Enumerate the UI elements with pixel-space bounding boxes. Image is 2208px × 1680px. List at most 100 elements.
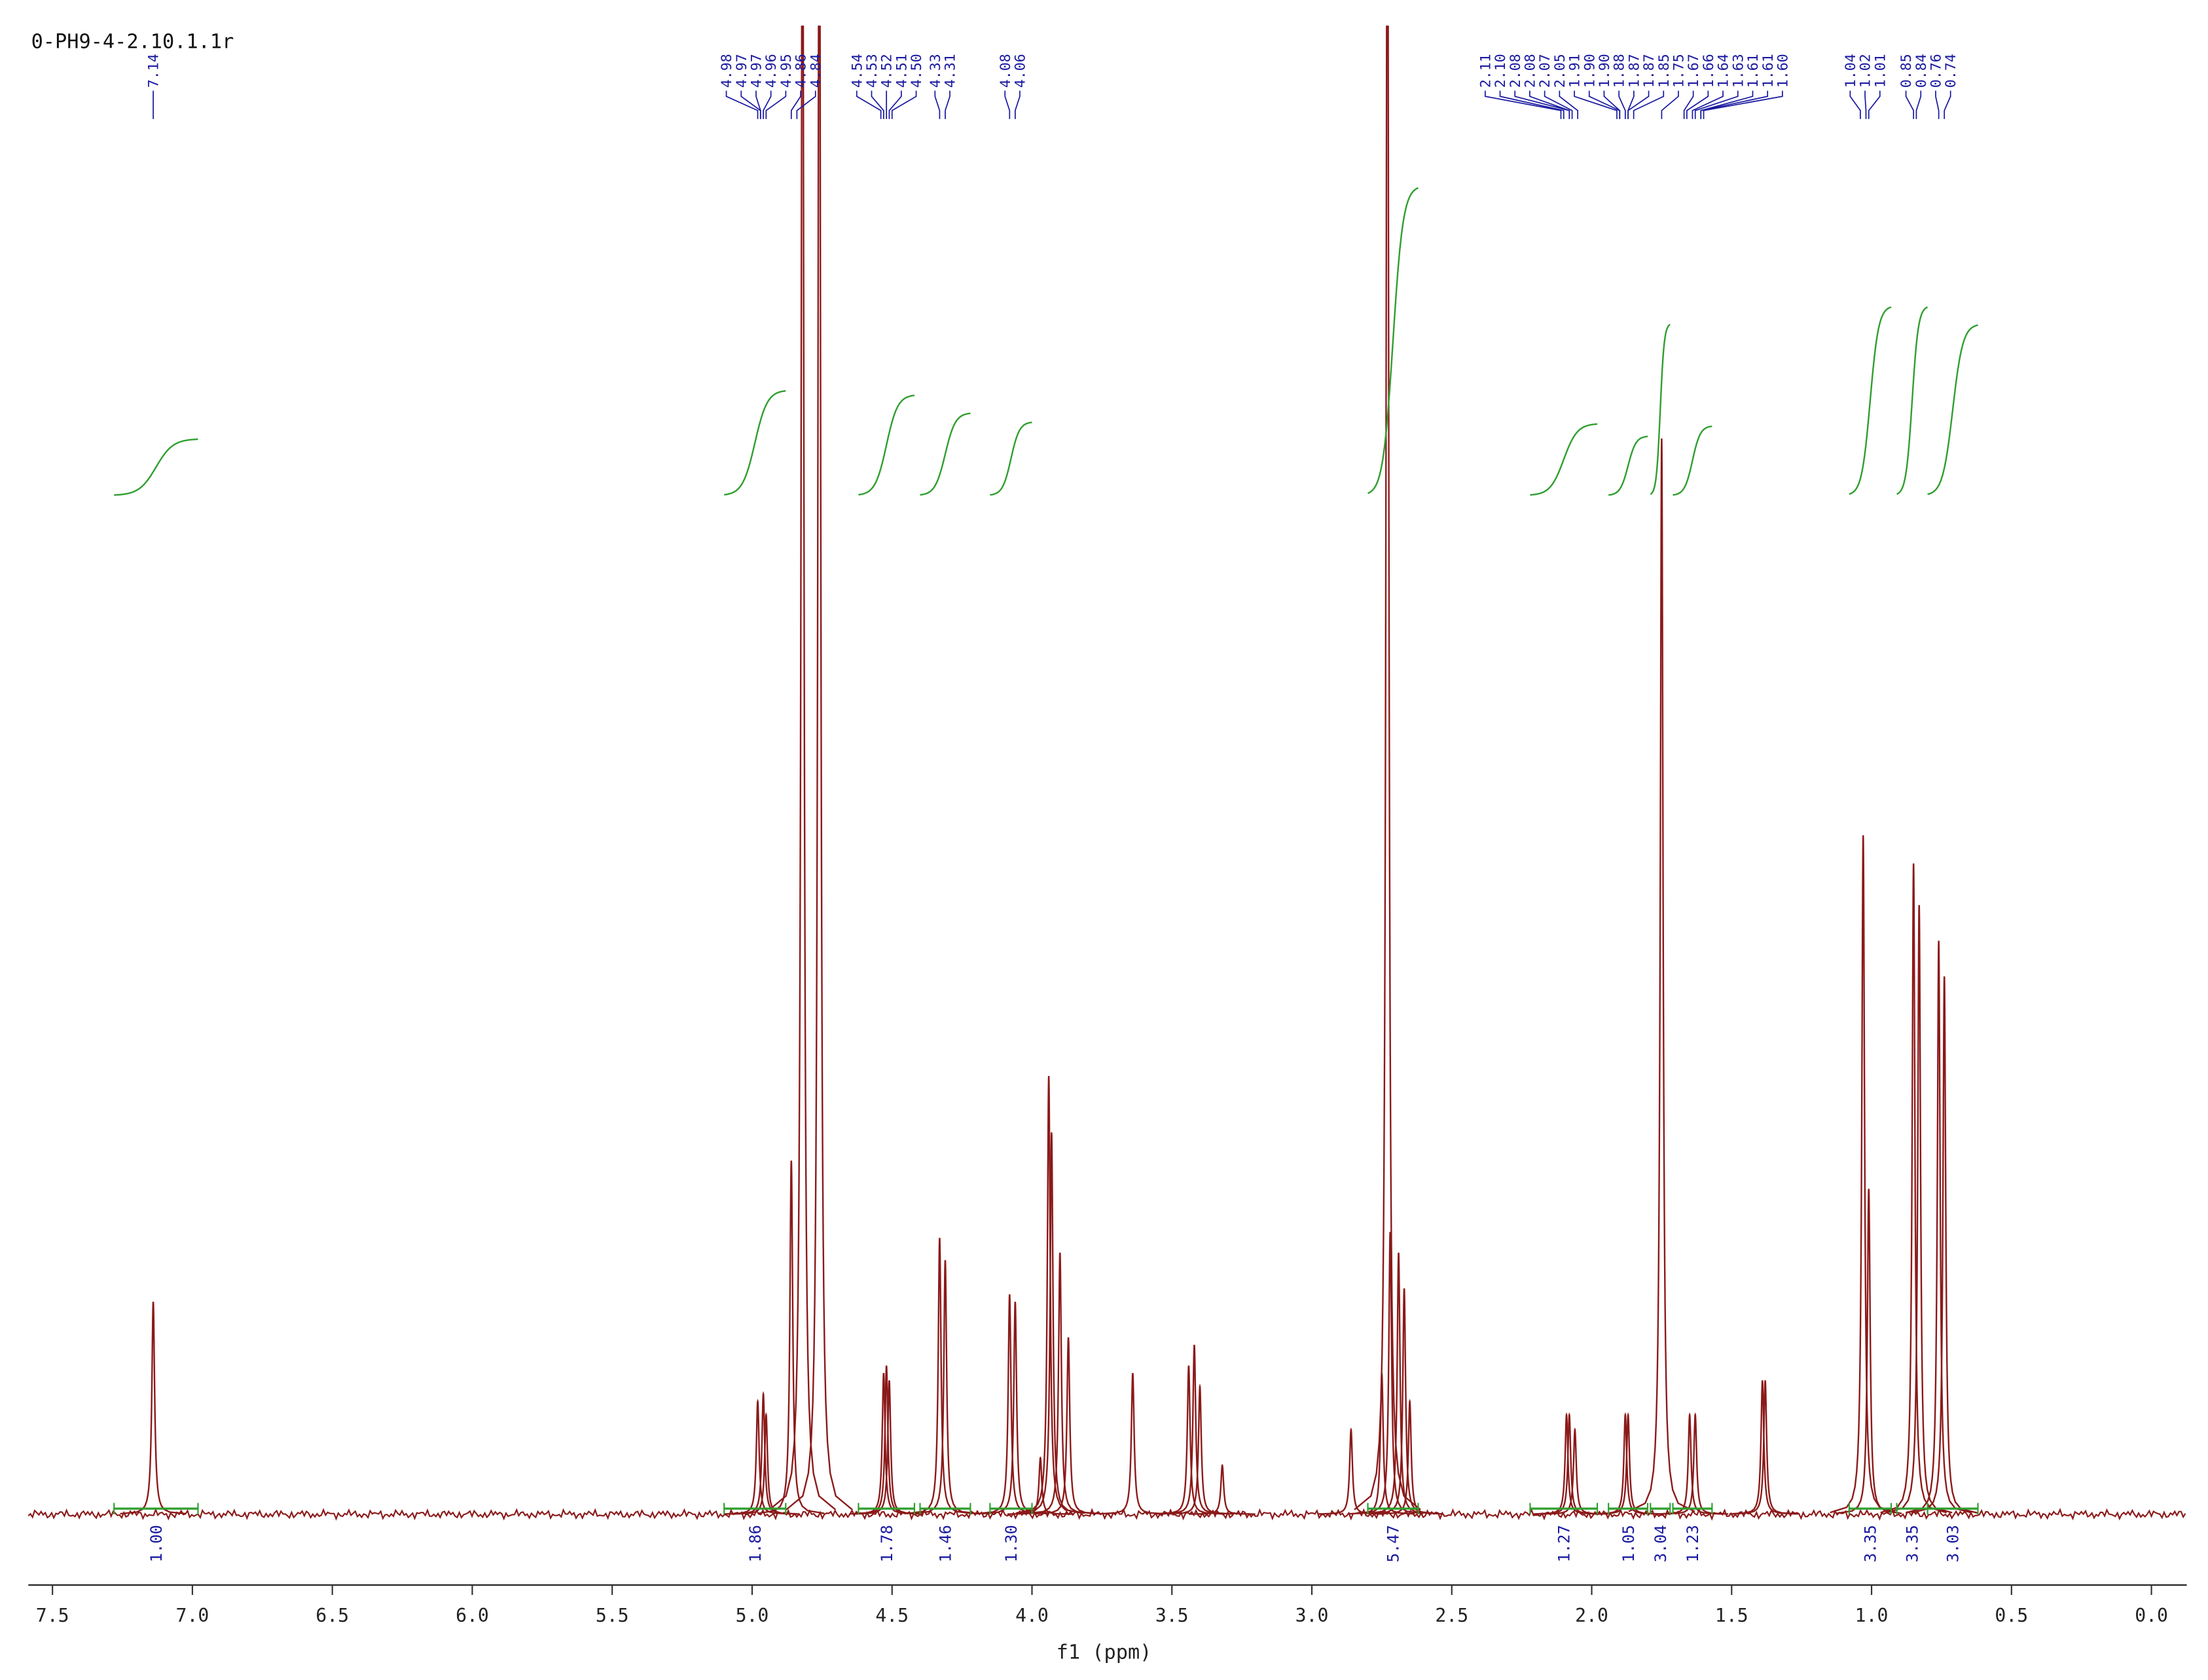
integral-curve	[114, 438, 198, 496]
integral-label: 1.30	[1002, 1525, 1021, 1562]
peak	[1161, 1344, 1228, 1515]
peak-label-leader	[891, 90, 917, 119]
peak-label-leader	[1935, 90, 1940, 119]
x-tick-label: 3.0	[1295, 1605, 1329, 1626]
plot-area	[27, 26, 2186, 1521]
peak-label: 4.08	[998, 54, 1014, 88]
peak-label-leader	[1627, 90, 1635, 119]
peak-label-leader	[1559, 90, 1579, 119]
integral-label: 1.27	[1555, 1525, 1573, 1562]
peak-label: 4.51	[894, 54, 910, 88]
peak-label: 0.76	[1928, 54, 1945, 88]
peak-label: 4.96	[763, 54, 780, 88]
peak	[1018, 1132, 1085, 1514]
peak	[1318, 1427, 1385, 1515]
peak-label-leader	[1864, 90, 1867, 119]
peak-label-leader	[1014, 90, 1021, 119]
peak-label-leader	[934, 90, 941, 119]
peak	[724, 1399, 791, 1515]
peak-label: 1.91	[1567, 54, 1584, 88]
peak-label: 4.50	[909, 54, 925, 88]
integral-label: 3.35	[1904, 1525, 1922, 1562]
peak-label-leader	[1692, 90, 1724, 119]
x-tick-label: 1.5	[1715, 1605, 1748, 1626]
peak-label-leader	[1603, 90, 1621, 119]
peak-label-leader	[945, 90, 950, 119]
peak-label: 4.52	[879, 54, 896, 88]
peak-label-leader	[1544, 90, 1573, 119]
peak	[1371, 1288, 1438, 1515]
x-tick-label: 6.5	[316, 1605, 349, 1626]
peak-label-leader	[1633, 90, 1665, 119]
peak-label: 1.75	[1671, 54, 1688, 88]
peak-label: 7.14	[146, 54, 162, 88]
peak-label: 4.33	[928, 54, 944, 88]
integral-label: 3.35	[1862, 1525, 1880, 1562]
peak	[1099, 1372, 1166, 1515]
peak	[1729, 1380, 1796, 1515]
integral-label: 1.23	[1684, 1525, 1702, 1562]
x-tick-label: 0.0	[2135, 1605, 2168, 1626]
peak-label: 0.85	[1898, 54, 1915, 88]
peak-label: 1.64	[1716, 54, 1732, 88]
peak-label-leader	[1627, 90, 1650, 119]
integral-label: 1.86	[746, 1525, 765, 1562]
x-tick-label: 1.0	[1855, 1605, 1889, 1626]
x-tick-label: 2.5	[1435, 1605, 1468, 1626]
peak	[1628, 438, 1695, 1512]
integral-curve	[1673, 425, 1712, 496]
peak-label: 1.67	[1686, 54, 1702, 88]
integral-curve	[858, 394, 915, 496]
peak	[1595, 1412, 1661, 1515]
peak	[1836, 1189, 1902, 1514]
peak-label-leader	[1683, 90, 1694, 119]
x-tick-label: 7.5	[36, 1605, 69, 1626]
peak	[982, 1301, 1049, 1515]
integral-curve	[1367, 187, 1419, 494]
x-tick-label: 4.5	[875, 1605, 909, 1626]
integral-label: 1.05	[1620, 1525, 1638, 1562]
x-tick-label: 0.5	[1995, 1605, 2028, 1626]
peak-label-leader	[725, 90, 759, 119]
peak-label: 4.06	[1012, 54, 1028, 88]
x-tick-label: 7.0	[176, 1605, 209, 1626]
peak	[1155, 1365, 1222, 1515]
peak-label-leader	[1499, 90, 1565, 119]
integral-curve	[724, 390, 786, 496]
peak-label-leader	[1004, 90, 1011, 119]
peak	[856, 1380, 922, 1515]
integral-label: 1.78	[878, 1525, 896, 1562]
peak-label-leader	[1700, 90, 1769, 119]
peak	[906, 1238, 973, 1514]
peak-label: 1.61	[1760, 54, 1777, 88]
peak-label: 1.88	[1612, 54, 1628, 88]
integral-curve	[1927, 324, 1978, 495]
peak-label-leader	[765, 90, 787, 119]
peak-label-leader	[1618, 90, 1626, 119]
peak-label-leader	[796, 90, 816, 119]
peak-label: 1.61	[1745, 54, 1762, 88]
x-tick-label: 2.0	[1575, 1605, 1608, 1626]
peak-label-leader	[1944, 90, 1951, 119]
peak-label: 4.97	[734, 54, 750, 88]
peak-label: 4.84	[808, 54, 824, 88]
peak	[786, 26, 853, 1510]
x-tick-label: 6.0	[456, 1605, 489, 1626]
peak-label: 4.53	[864, 54, 880, 88]
peak	[1536, 1412, 1602, 1515]
peak	[1354, 26, 1421, 1510]
integral-label: 1.46	[937, 1525, 955, 1562]
x-tick-label: 5.5	[596, 1605, 629, 1626]
peak-label: 0.74	[1943, 54, 1959, 88]
peak	[730, 1391, 797, 1515]
integral-curve	[1608, 435, 1648, 496]
peak-label-leader	[790, 90, 801, 119]
peak	[1592, 1412, 1659, 1515]
peak	[1662, 1412, 1729, 1515]
peak	[1732, 1380, 1799, 1515]
peak-label: 1.87	[1626, 54, 1642, 88]
chart-title: 0-PH9-4-2.10.1.1r	[31, 31, 234, 54]
integral-curve	[1849, 306, 1892, 495]
peak	[1885, 904, 1953, 1514]
